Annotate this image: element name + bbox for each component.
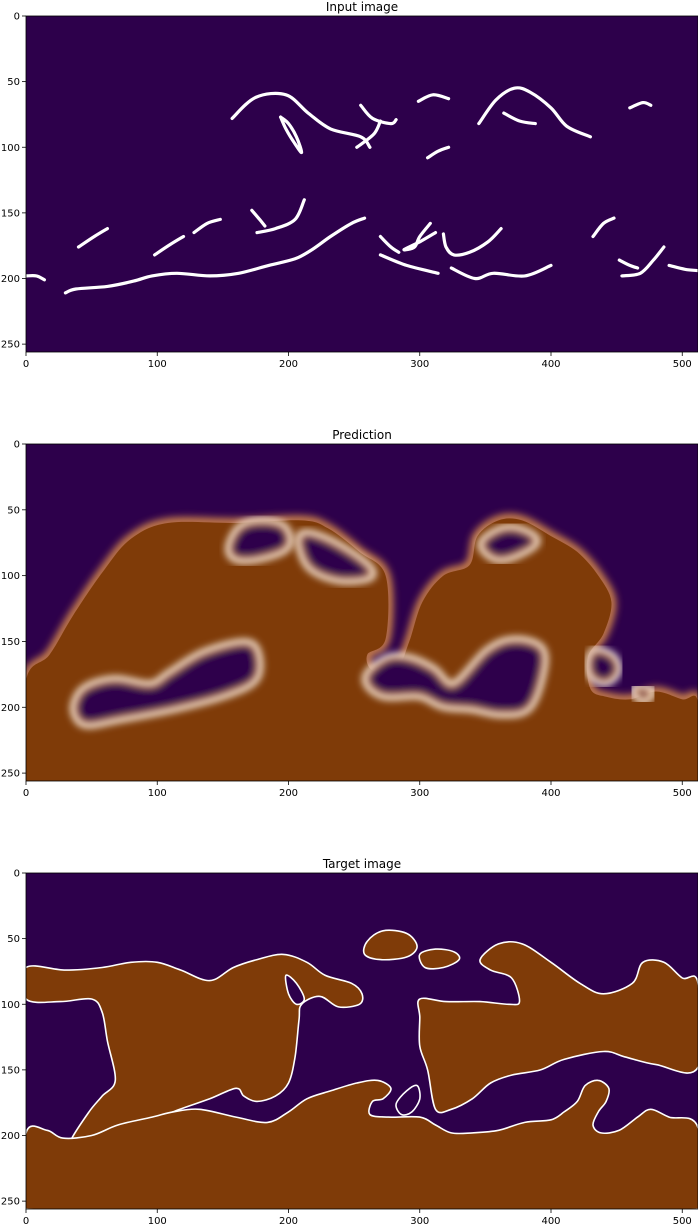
- stroke-mark: [26, 273, 46, 282]
- x-tick-label: 200: [279, 788, 298, 799]
- stroke-mark: [416, 93, 451, 103]
- x-tick-label: 100: [148, 359, 167, 370]
- y-tick-label: 200: [1, 274, 20, 285]
- y-tick-label: 100: [1, 143, 20, 154]
- plot-area: [26, 16, 698, 352]
- stroke-mark: [477, 86, 592, 139]
- hole-region: [481, 528, 537, 559]
- y-tick-label: 250: [1, 1197, 20, 1208]
- panel-title: Prediction: [332, 428, 392, 442]
- x-tick-label: 200: [279, 1216, 298, 1226]
- fill-region: [26, 518, 698, 781]
- stroke-mark: [617, 258, 640, 270]
- stroke-mark: [591, 216, 616, 239]
- x-tick-label: 100: [148, 1216, 167, 1226]
- hole-region: [395, 1084, 421, 1116]
- stroke-mark: [250, 208, 267, 228]
- image-background: [26, 16, 698, 352]
- panel-title: Target image: [322, 857, 401, 871]
- y-tick-label: 250: [1, 769, 20, 780]
- y-tick-label: 150: [1, 1065, 20, 1076]
- x-tick-label: 300: [410, 359, 429, 370]
- fill-region: [26, 953, 364, 1153]
- fill-region: [418, 948, 461, 970]
- stroke-mark: [76, 227, 109, 249]
- x-tick-label: 300: [410, 788, 429, 799]
- hole-region: [284, 974, 306, 1006]
- y-tick-label: 0: [14, 869, 20, 880]
- x-tick-label: 0: [23, 1216, 29, 1226]
- x-tick-label: 400: [541, 1216, 560, 1226]
- stroke-mark: [426, 145, 451, 160]
- panel-title: Input image: [326, 0, 398, 14]
- y-tick-label: 0: [14, 12, 20, 23]
- stroke-mark: [620, 245, 666, 278]
- stroke-mark: [449, 263, 553, 281]
- stroke-mark: [378, 253, 440, 275]
- x-tick-label: 100: [148, 788, 167, 799]
- y-tick-label: 200: [1, 703, 20, 714]
- stroke-mark: [441, 227, 503, 257]
- fill-region: [417, 940, 698, 1114]
- hole-region: [229, 521, 290, 560]
- x-tick-label: 500: [673, 1216, 692, 1226]
- axes-frame: [25, 15, 698, 353]
- hole-region: [366, 640, 545, 714]
- x-tick-label: 200: [279, 359, 298, 370]
- y-tick-label: 200: [1, 1131, 20, 1142]
- stroke-mark: [255, 198, 306, 235]
- stroke-mark: [355, 119, 382, 149]
- panel-2: Target image 0 100 200 300 400 500 0 50 100 150 200…: [1, 857, 698, 1226]
- fill-region: [362, 929, 418, 961]
- y-tick-label: 50: [7, 77, 20, 88]
- panel-0: Input image 0 100 200 300 400 500 0 50 100 150 200 2…: [1, 0, 698, 370]
- hole-region: [633, 687, 652, 701]
- y-tick-label: 150: [1, 637, 20, 648]
- hole-region: [74, 643, 259, 725]
- stroke-mark: [192, 217, 222, 235]
- y-tick-label: 0: [14, 440, 20, 451]
- stroke-mark: [359, 103, 398, 126]
- x-tick-label: 500: [673, 359, 692, 370]
- plot-area: [26, 873, 698, 1209]
- x-tick-label: 500: [673, 788, 692, 799]
- stroke-mark: [402, 221, 438, 252]
- x-tick-label: 300: [410, 1216, 429, 1226]
- x-tick-label: 0: [23, 359, 29, 370]
- y-tick-label: 50: [7, 934, 20, 945]
- y-tick-label: 150: [1, 208, 20, 219]
- stroke-mark: [230, 91, 372, 149]
- stroke-mark: [378, 234, 401, 254]
- y-tick-label: 50: [7, 505, 20, 516]
- stroke-mark: [667, 263, 698, 273]
- x-tick-label: 0: [23, 788, 29, 799]
- hole-region: [299, 533, 373, 580]
- fill-region: [26, 1079, 698, 1209]
- stroke-mark: [628, 100, 653, 110]
- y-tick-label: 100: [1, 1000, 20, 1011]
- axes-frame: [25, 443, 698, 782]
- stroke-mark: [279, 115, 304, 155]
- hole-region: [589, 650, 618, 683]
- plot-area: [26, 444, 698, 781]
- stroke-mark: [63, 216, 367, 295]
- stroke-mark: [502, 111, 537, 126]
- y-tick-label: 100: [1, 571, 20, 582]
- x-tick-label: 400: [541, 359, 560, 370]
- axes-frame: [25, 872, 698, 1210]
- x-tick-label: 400: [541, 788, 560, 799]
- stroke-mark: [153, 234, 186, 257]
- y-tick-label: 250: [1, 340, 20, 351]
- panel-1: Prediction 0 100 200 300 400 500 0 50 100 150 200 25…: [1, 428, 698, 799]
